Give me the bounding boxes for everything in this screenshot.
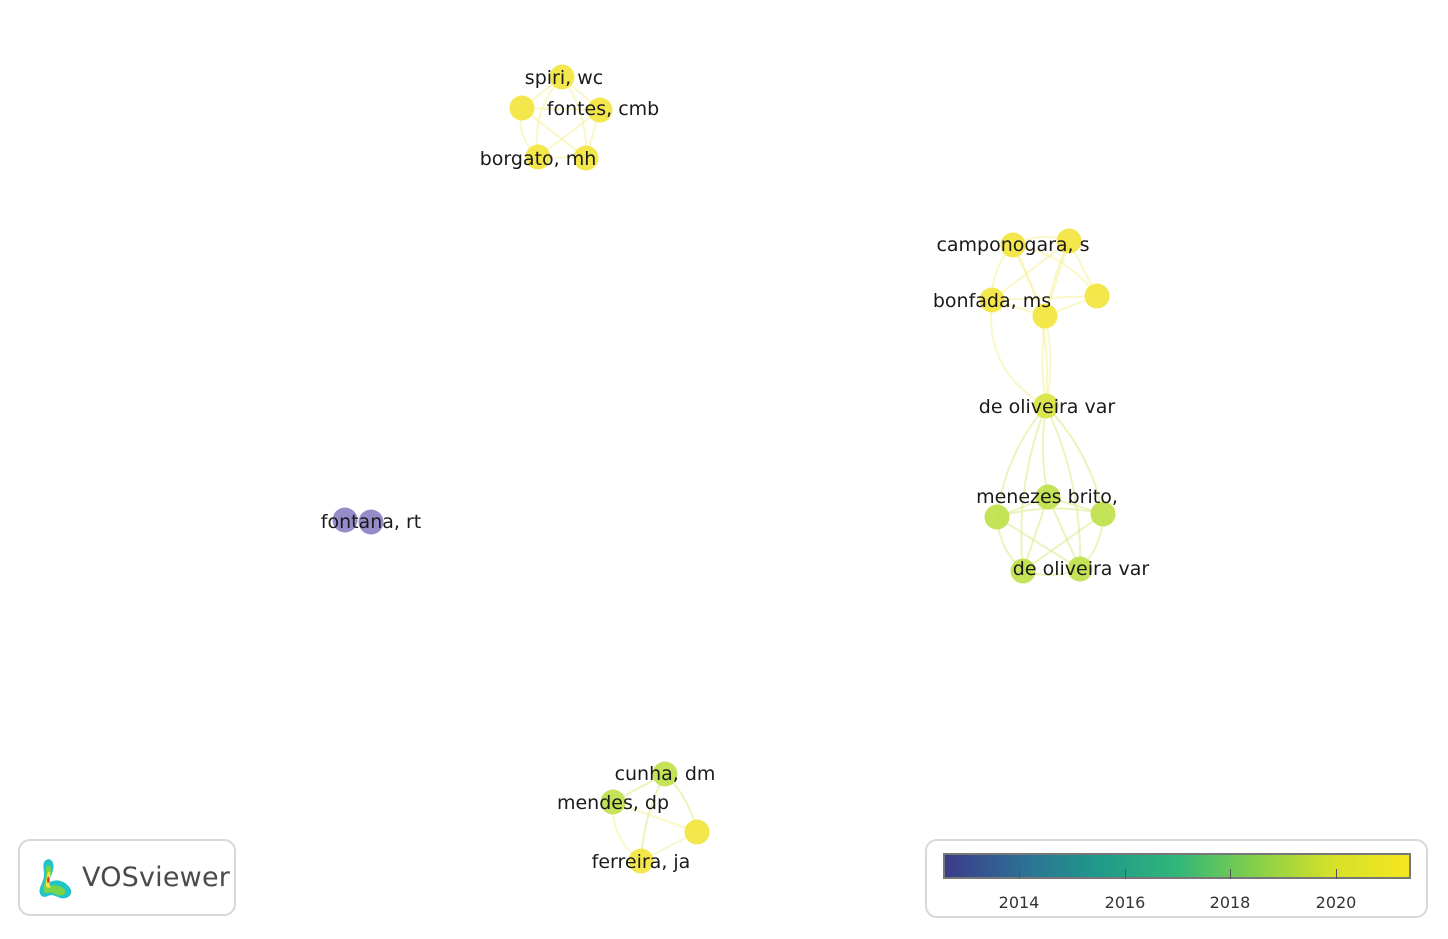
year-color-legend: 2014 2016 2018 2020 (925, 839, 1428, 918)
legend-tick-label: 2014 (998, 893, 1040, 912)
legend-tick-label: 2018 (1209, 893, 1251, 912)
node-label-cunha-dm[interactable]: cunha, dm (615, 763, 716, 785)
author-node[interactable] (628, 848, 654, 874)
author-node[interactable] (1084, 283, 1110, 309)
node-label-mendes-dp[interactable]: mendes, dp (557, 792, 669, 814)
author-node[interactable] (1010, 558, 1036, 584)
link-edge (990, 299, 1047, 407)
edges-layer (344, 76, 1104, 862)
link-edge (1041, 405, 1049, 498)
vosviewer-density-icon (39, 858, 72, 898)
color-scale-bar (943, 853, 1411, 879)
labels-layer: spiri, wc fontes, cmb borgato, mh campon… (321, 67, 1150, 873)
link-edge (1045, 405, 1104, 515)
author-node[interactable] (1067, 556, 1093, 582)
author-node[interactable] (1032, 303, 1058, 329)
node-label-spiri-wc[interactable]: spiri, wc (525, 67, 603, 89)
author-node[interactable] (332, 507, 358, 533)
legend-tick-mark (1019, 869, 1020, 879)
node-label-bonfada-ms[interactable]: bonfada, ms (933, 290, 1051, 312)
author-node[interactable] (979, 287, 1005, 313)
legend-tick-label: 2016 (1104, 893, 1146, 912)
node-label-de-oliveira-var-2[interactable]: de oliveira var (1013, 558, 1150, 580)
link-edge (640, 773, 666, 862)
author-node[interactable] (1033, 393, 1059, 419)
author-node[interactable] (549, 64, 575, 90)
vosviewer-logo: VOSviewer (18, 839, 236, 916)
author-node[interactable] (509, 95, 535, 121)
author-node[interactable] (652, 761, 678, 787)
author-node[interactable] (684, 819, 710, 845)
node-label-fontana-rt[interactable]: fontana, rt (321, 511, 421, 533)
author-node[interactable] (573, 145, 599, 171)
legend-tick-mark (1230, 869, 1231, 879)
author-node[interactable] (1090, 501, 1116, 527)
legend-tick-label: 2020 (1315, 893, 1357, 912)
link-edge (1020, 405, 1047, 572)
link-edge (1045, 405, 1082, 570)
legend-tick-mark (1125, 869, 1126, 879)
author-node[interactable] (1056, 228, 1082, 254)
node-label-camponogara-s[interactable]: camponogara, s (936, 234, 1089, 256)
author-node[interactable] (1035, 484, 1061, 510)
author-node[interactable] (525, 144, 551, 170)
author-node[interactable] (1000, 232, 1026, 258)
legend-tick-mark (1336, 869, 1337, 879)
author-node[interactable] (984, 504, 1010, 530)
node-label-fontes-cmb[interactable]: fontes, cmb (547, 98, 660, 120)
author-node[interactable] (600, 789, 626, 815)
node-label-menezes-brito[interactable]: menezes brito, (976, 486, 1118, 508)
nodes-layer (332, 64, 1116, 874)
link-edge (996, 405, 1047, 518)
logo-text: VOSviewer (82, 862, 231, 893)
author-node[interactable] (587, 97, 613, 123)
node-label-borgato-mh[interactable]: borgato, mh (480, 148, 597, 170)
node-label-ferreira-ja[interactable]: ferreira, ja (592, 851, 691, 873)
node-label-de-oliveira-var-1[interactable]: de oliveira var (979, 396, 1116, 418)
author-node[interactable] (358, 509, 384, 535)
